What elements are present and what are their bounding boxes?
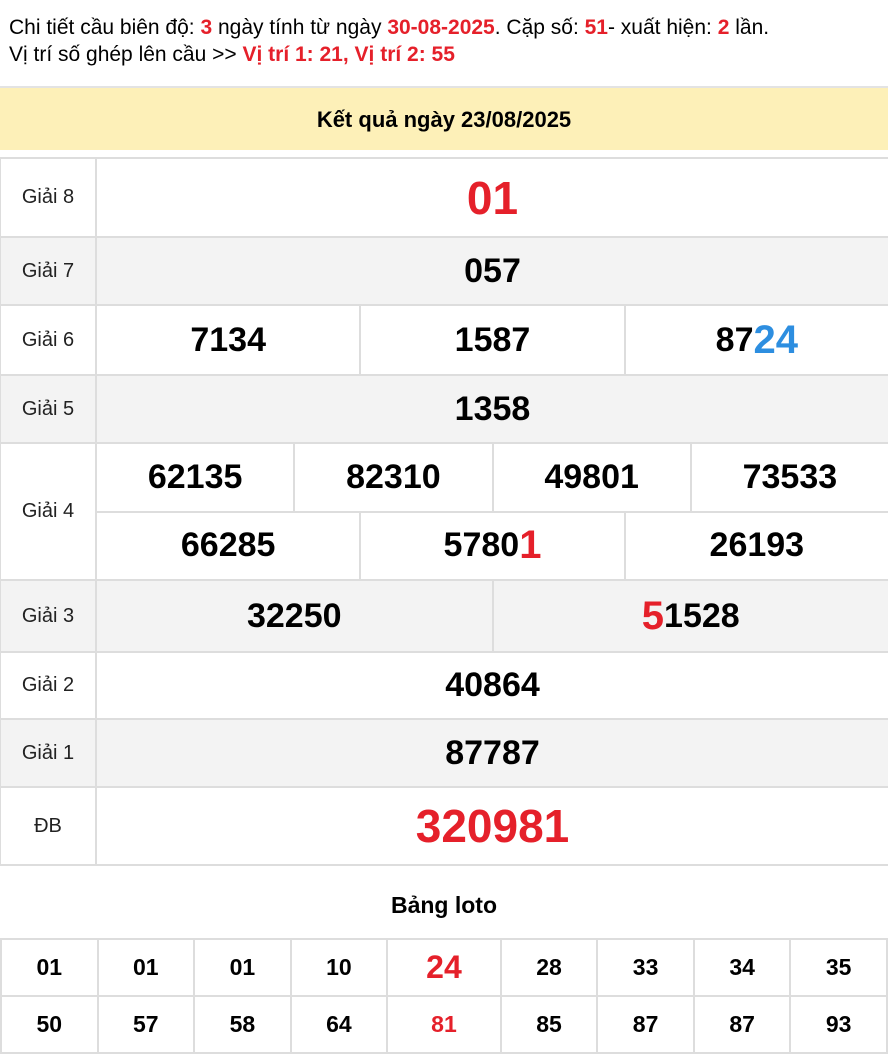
- cau-summary: Chi tiết cầu biên độ: 3 ngày tính từ ngà…: [0, 0, 888, 86]
- loto-cell: 57: [99, 997, 196, 1052]
- loto-cell: 01: [2, 940, 99, 995]
- loto-cell: 24: [388, 940, 502, 995]
- prize-number: 87787: [97, 720, 888, 786]
- highlight-digits: 5: [642, 594, 664, 639]
- loto-cell: 50: [2, 997, 99, 1052]
- prize-number: 1358: [97, 376, 888, 442]
- text: Vị trí số ghép lên cầu >>: [9, 43, 242, 66]
- text: ngày tính từ ngày: [212, 16, 387, 39]
- prize-label: Giải 6: [0, 306, 97, 374]
- prize-number: 49801: [492, 444, 690, 511]
- loto-cell: 01: [99, 940, 196, 995]
- text: - xuất hiện:: [608, 16, 718, 39]
- loto-title: Bảng loto: [0, 892, 888, 938]
- loto-cell: 87: [695, 997, 792, 1052]
- text: . Cặp số:: [495, 16, 585, 39]
- prize-label: Giải 8: [0, 159, 97, 236]
- loto-cell: 85: [502, 997, 599, 1052]
- loto-cell: 01: [195, 940, 292, 995]
- prize-label: Giải 2: [0, 653, 97, 718]
- loto-cell: 10: [292, 940, 389, 995]
- prize-number: 66285: [97, 513, 359, 580]
- count-value: 2: [718, 16, 730, 39]
- loto-cell: 28: [502, 940, 599, 995]
- loto-cell: 87: [598, 997, 695, 1052]
- digits: 1528: [664, 597, 740, 636]
- positions-value: Vị trí 1: 21, Vị trí 2: 55: [242, 43, 454, 66]
- prize-number: 32250: [97, 581, 492, 651]
- text: lần.: [729, 16, 769, 39]
- text: Chi tiết cầu biên độ:: [9, 16, 200, 39]
- prize-number: 62135: [97, 444, 293, 511]
- start-date: 30-08-2025: [387, 16, 494, 39]
- special-prize-number: 320981: [97, 788, 888, 864]
- prize-number: 73533: [690, 444, 888, 511]
- loto-cell: 93: [791, 997, 888, 1052]
- prize-number: 01: [97, 159, 888, 236]
- loto-cell: 64: [292, 997, 389, 1052]
- loto-cell: 81: [388, 997, 502, 1052]
- prize-label: Giải 1: [0, 720, 97, 786]
- prize-number: 7134: [97, 306, 359, 374]
- prize-label: ĐB: [0, 788, 97, 864]
- loto-cell: 58: [195, 997, 292, 1052]
- prize-label: Giải 5: [0, 376, 97, 442]
- prize-label: Giải 3: [0, 581, 97, 651]
- highlight-digits: 24: [753, 318, 798, 363]
- prize-number: 057: [97, 238, 888, 304]
- prize-number: 1587: [359, 306, 623, 374]
- digits: 5780: [444, 526, 520, 565]
- pair-value: 51: [585, 16, 608, 39]
- loto-cell: 34: [695, 940, 792, 995]
- digits: 87: [716, 321, 754, 360]
- loto-cell: 35: [791, 940, 888, 995]
- loto-cell: 33: [598, 940, 695, 995]
- days-value: 3: [200, 16, 212, 39]
- prize-label: Giải 7: [0, 238, 97, 304]
- highlight-digits: 1: [519, 523, 541, 568]
- prize-number: 40864: [97, 653, 888, 718]
- prize-label: Giải 4: [0, 444, 97, 579]
- result-date-header: Kết quả ngày 23/08/2025: [0, 86, 888, 150]
- prize-number: 82310: [293, 444, 491, 511]
- prize-number: 26193: [624, 513, 888, 580]
